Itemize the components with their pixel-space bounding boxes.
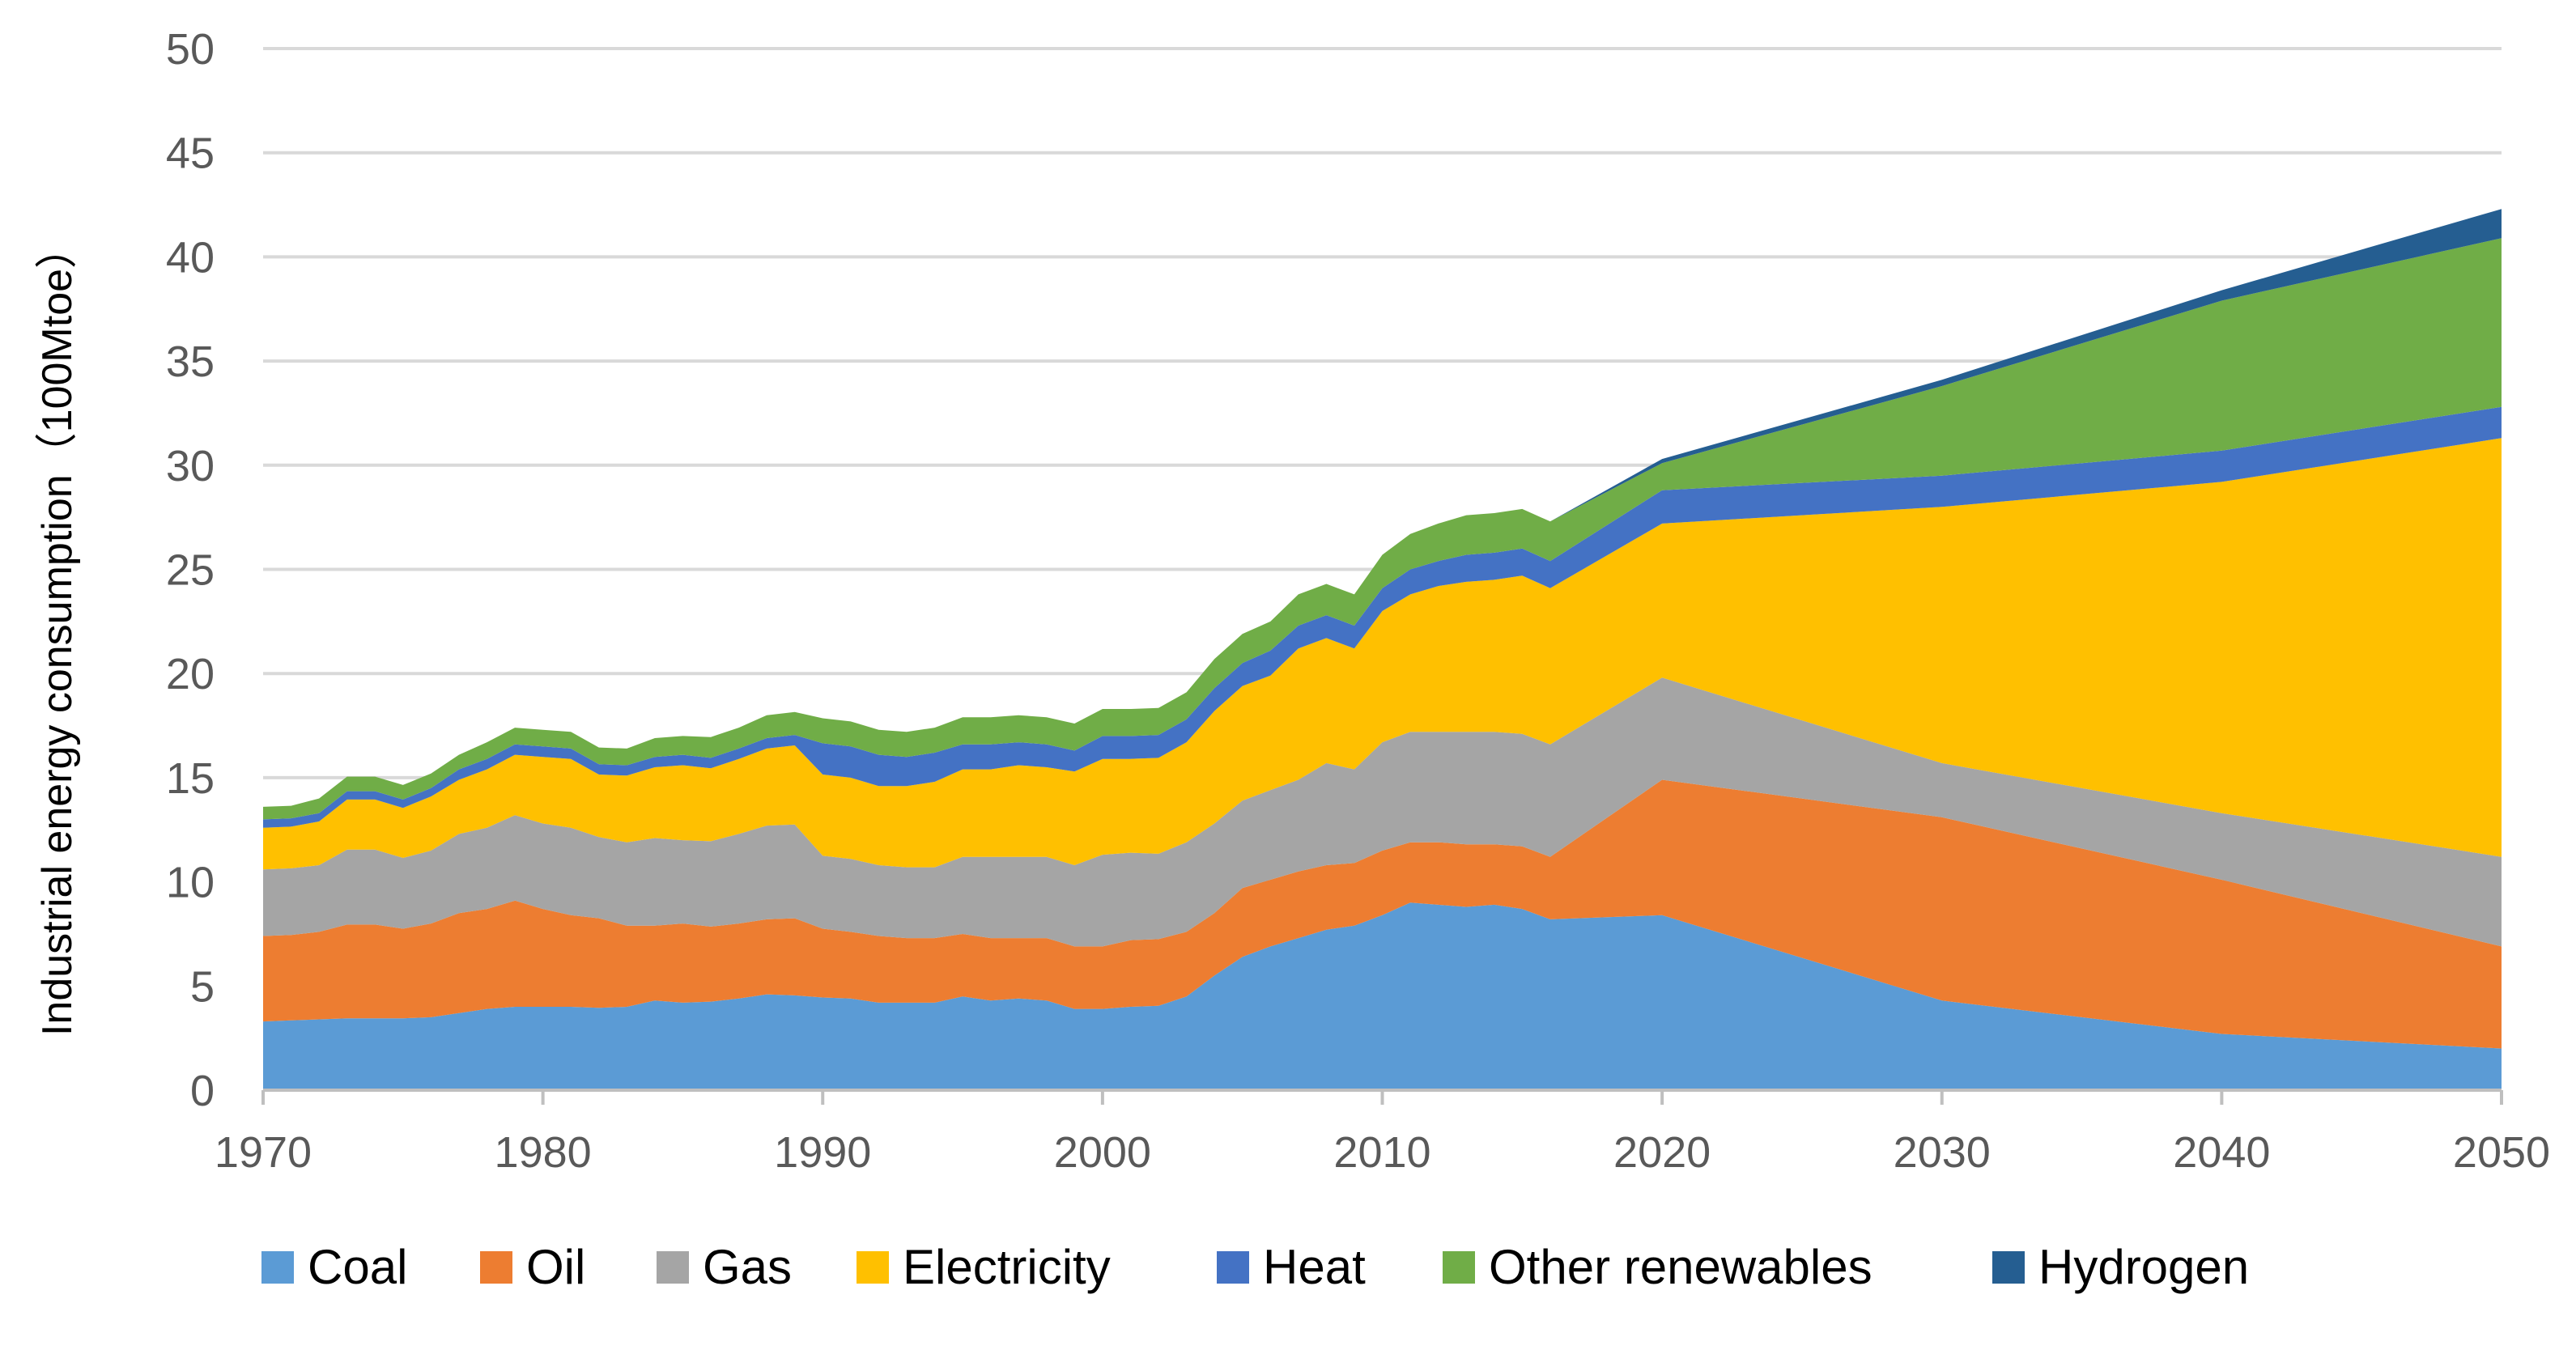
legend-swatch bbox=[857, 1251, 889, 1284]
x-tick-label: 1990 bbox=[774, 1128, 871, 1177]
legend-label: Electricity bbox=[903, 1240, 1111, 1294]
area-coal bbox=[263, 902, 2502, 1090]
y-tick-label: 50 bbox=[166, 25, 215, 74]
x-tick-labels: 1970 1980 1990 2000 2010 2020 2030 2040 2050 bbox=[215, 1090, 2550, 1177]
legend-label: Hydrogen bbox=[2038, 1240, 2249, 1294]
legend-swatch bbox=[657, 1251, 689, 1284]
y-tick-label: 5 bbox=[190, 962, 215, 1011]
legend-label: Oil bbox=[526, 1240, 585, 1294]
x-tick-label: 2030 bbox=[1894, 1128, 1991, 1177]
area-oil bbox=[263, 779, 2502, 1049]
legend-swatch bbox=[261, 1251, 294, 1284]
y-tick-label: 15 bbox=[166, 754, 215, 803]
legend-swatch bbox=[480, 1251, 512, 1284]
y-tick-label: 45 bbox=[166, 129, 215, 178]
series-areas bbox=[263, 209, 2502, 1090]
y-tick-label: 0 bbox=[190, 1067, 215, 1115]
x-tick-label: 2020 bbox=[1613, 1128, 1711, 1177]
legend-label: Coal bbox=[308, 1240, 407, 1294]
x-tick-label: 2010 bbox=[1333, 1128, 1430, 1177]
y-tick-label: 10 bbox=[166, 859, 215, 907]
y-axis-title: Industrial energy consumption（100Mtoe） bbox=[34, 227, 81, 1036]
y-tick-label: 30 bbox=[166, 442, 215, 490]
legend-item-heat: Heat bbox=[1217, 1240, 1366, 1294]
legend-label: Other renewables bbox=[1489, 1240, 1872, 1294]
legend-item-coal: Coal bbox=[261, 1240, 407, 1294]
legend-swatch bbox=[1217, 1251, 1249, 1284]
x-tick-label: 2040 bbox=[2173, 1128, 2270, 1177]
legend: Coal Oil Gas Electricity Heat Other renewable… bbox=[261, 1240, 2249, 1294]
legend-item-hydrogen: Hydrogen bbox=[1992, 1240, 2249, 1294]
x-tick-label: 2000 bbox=[1054, 1128, 1151, 1177]
legend-label: Heat bbox=[1263, 1240, 1366, 1294]
y-tick-label: 25 bbox=[166, 546, 215, 595]
y-tick-label: 20 bbox=[166, 650, 215, 698]
area-gas bbox=[263, 677, 2502, 947]
legend-item-oil: Oil bbox=[480, 1240, 585, 1294]
x-tick-label: 2050 bbox=[2453, 1128, 2550, 1177]
area-other-renewables bbox=[263, 238, 2502, 820]
y-tick-label: 35 bbox=[166, 337, 215, 386]
area-heat bbox=[263, 406, 2502, 828]
x-tick-label: 1980 bbox=[495, 1128, 592, 1177]
y-tick-labels: 0 5 10 15 20 25 30 35 40 45 50 bbox=[166, 25, 215, 1115]
y-tick-label: 40 bbox=[166, 233, 215, 282]
legend-swatch bbox=[1992, 1251, 2025, 1284]
legend-item-electricity: Electricity bbox=[857, 1240, 1111, 1294]
legend-item-other-renewables: Other renewables bbox=[1443, 1240, 1872, 1294]
x-tick-label: 1970 bbox=[215, 1128, 312, 1177]
legend-label: Gas bbox=[703, 1240, 792, 1294]
legend-swatch bbox=[1443, 1251, 1475, 1284]
area-electricity bbox=[263, 438, 2502, 870]
legend-item-gas: Gas bbox=[657, 1240, 792, 1294]
